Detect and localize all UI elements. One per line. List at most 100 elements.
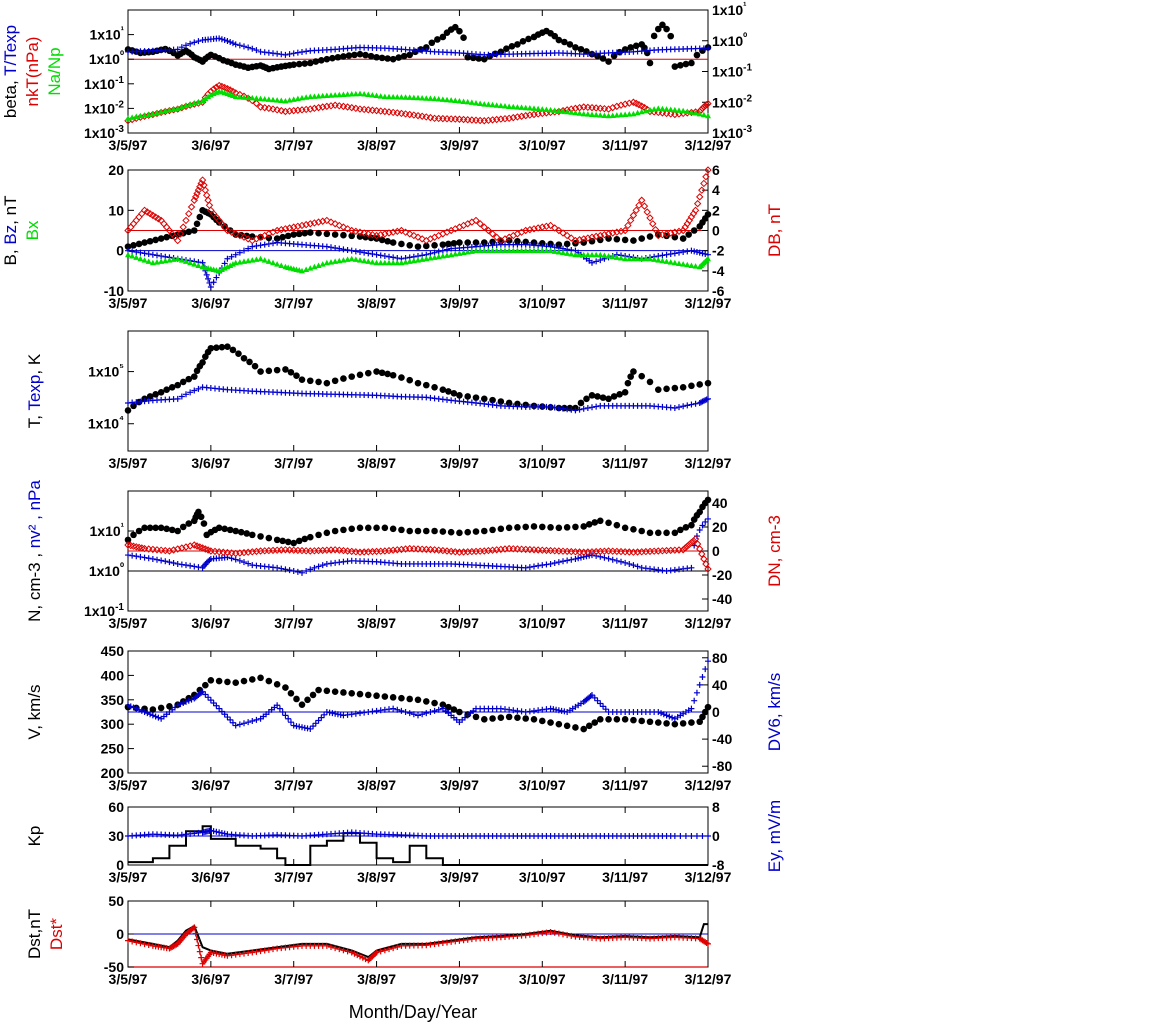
data-point	[489, 101, 496, 108]
data-point	[489, 715, 496, 722]
x-tick-label: 3/5/97	[109, 295, 148, 311]
data-point	[564, 250, 571, 256]
data-point	[293, 695, 300, 703]
data-point	[145, 111, 152, 117]
data-point	[690, 227, 698, 234]
data-point	[704, 703, 712, 711]
data-point	[704, 166, 712, 174]
data-point	[229, 719, 236, 726]
data-point	[178, 561, 185, 568]
data-point	[555, 930, 562, 937]
data-point	[135, 240, 143, 248]
data-point	[129, 552, 136, 559]
data-point	[705, 833, 711, 839]
data-point	[539, 562, 546, 569]
data-point	[386, 93, 392, 100]
data-point	[522, 247, 529, 254]
data-point	[257, 533, 264, 540]
data-point	[360, 229, 368, 237]
data-point	[698, 186, 706, 194]
data-point	[538, 717, 546, 725]
data-point	[215, 677, 223, 685]
data-point	[165, 547, 174, 555]
data-point	[130, 531, 137, 539]
data-point	[394, 94, 401, 100]
data-point	[227, 228, 236, 236]
data-point	[703, 940, 710, 947]
data-point	[331, 231, 339, 238]
data-point	[295, 537, 303, 545]
data-point	[236, 42, 243, 49]
x-tick-label: 3/11/97	[602, 137, 648, 153]
data-point	[221, 711, 228, 718]
data-point	[377, 93, 384, 99]
data-point	[700, 179, 708, 188]
panel-magnetic_field: 3/5/97 3/6/97 3/7/97 3/8/97 3/9/97 3/10/97 3/1…	[1, 162, 784, 311]
data-point	[414, 379, 422, 387]
data-point	[183, 42, 189, 49]
data-point	[323, 230, 331, 238]
data-point	[273, 106, 281, 114]
data-point	[621, 524, 629, 532]
data-point	[572, 555, 579, 562]
data-point	[152, 713, 159, 720]
data-point	[207, 344, 215, 352]
data-point	[207, 92, 214, 98]
data-point	[174, 255, 181, 262]
data-point	[321, 711, 328, 718]
data-point	[638, 372, 646, 380]
data-point	[249, 45, 256, 52]
data-point	[207, 283, 214, 290]
data-point	[221, 830, 228, 837]
data-point	[415, 257, 421, 263]
data-point	[334, 53, 342, 61]
data-point	[423, 255, 430, 262]
x-tick-label: 3/10/97	[519, 137, 566, 153]
data-point	[414, 696, 422, 704]
data-point	[210, 828, 217, 835]
data-point	[253, 256, 260, 262]
data-point	[370, 952, 377, 959]
data-point	[232, 722, 239, 729]
data-point	[688, 719, 695, 726]
data-point	[299, 569, 305, 576]
data-point	[522, 564, 529, 571]
data-point	[547, 247, 554, 254]
data-point	[643, 208, 651, 216]
data-point	[133, 249, 140, 256]
data-point	[323, 687, 331, 695]
data-point	[245, 94, 252, 101]
data-point	[418, 112, 426, 120]
series-bx	[125, 247, 711, 274]
data-point	[589, 692, 595, 699]
data-point	[663, 25, 670, 33]
data-point	[170, 560, 177, 567]
data-point	[613, 112, 620, 118]
data-point	[419, 711, 426, 718]
data-point	[232, 259, 239, 266]
data-point	[282, 684, 289, 691]
data-point	[547, 106, 554, 113]
data-point	[576, 110, 583, 116]
data-point	[489, 238, 496, 246]
data-point	[676, 260, 682, 266]
y-axis-label-3: Na/Np	[45, 47, 64, 95]
data-point	[344, 948, 351, 955]
data-point	[480, 239, 488, 246]
data-point	[328, 244, 334, 251]
data-point	[389, 525, 397, 533]
data-point	[315, 686, 322, 694]
data-point	[456, 27, 463, 35]
data-point	[450, 239, 458, 247]
data-point	[282, 566, 289, 573]
data-point	[145, 555, 152, 562]
y-tick-label: 200	[101, 765, 125, 781]
data-point	[343, 225, 352, 233]
panel-beta_ratio: 3/5/97 3/6/97 3/7/97 3/8/97 3/9/97 3/10/97 3/1…	[1, 1, 752, 153]
y-axis-label: N, cm-3 , nv² , nPa	[25, 480, 44, 622]
data-point	[705, 45, 711, 52]
data-point	[445, 240, 452, 248]
data-point	[135, 213, 143, 221]
data-point	[514, 237, 521, 245]
data-point	[249, 257, 256, 263]
